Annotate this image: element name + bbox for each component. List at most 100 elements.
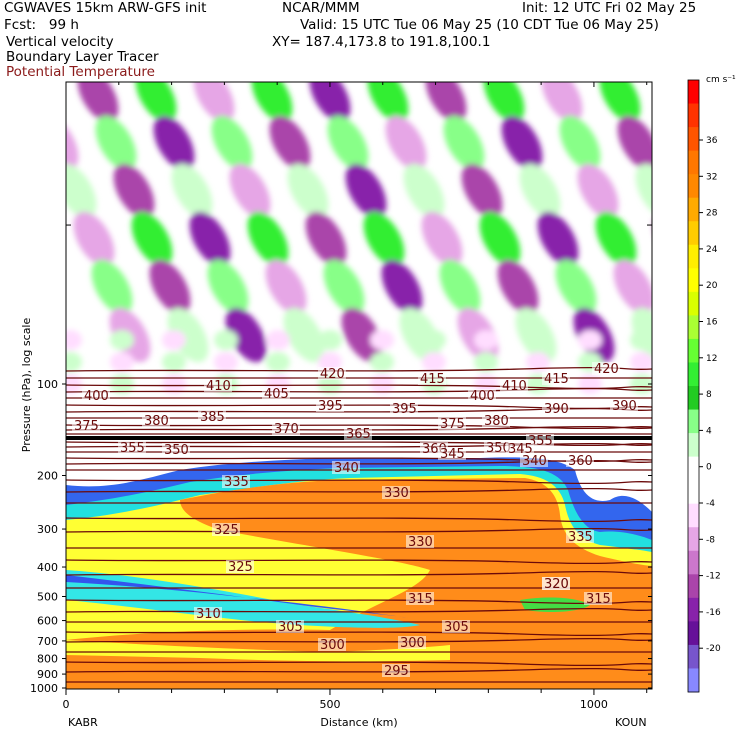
wave-cell [630, 374, 652, 394]
theta-label: 355 [528, 434, 553, 449]
wave-cell [287, 163, 329, 219]
colorbar-swatch [688, 480, 699, 505]
colorbar-tick-label: 32 [706, 172, 717, 182]
wave-cell [77, 82, 119, 123]
wave-cell [91, 259, 133, 315]
colorbar-tick-label: 28 [706, 209, 718, 219]
wave-cell [269, 115, 311, 171]
x-axis-label: Distance (km) [320, 716, 397, 729]
wave-cell [162, 352, 186, 372]
theta-label: 405 [264, 387, 289, 402]
theta-label: 295 [384, 664, 409, 679]
colorbar-tick-label: 8 [706, 390, 712, 400]
wave-cell [283, 307, 325, 363]
colorbar-swatch [688, 268, 699, 293]
low-level-yellow-band [66, 640, 450, 662]
colorbar-tick-label: -16 [706, 608, 721, 618]
wave-cell [110, 374, 134, 394]
theta-label: 410 [206, 379, 231, 394]
colorbar-swatch [688, 103, 699, 128]
theta-label: 410 [502, 379, 527, 394]
theta-label: 400 [470, 389, 495, 404]
wave-cell [66, 163, 97, 219]
theta-label: 380 [484, 414, 509, 429]
theta-label: 310 [196, 607, 221, 622]
theta-label: 395 [392, 402, 417, 417]
wave-cell [211, 115, 253, 171]
wave-cell [501, 115, 543, 171]
wave-cell [266, 330, 290, 350]
wave-cell [595, 211, 637, 267]
colorbar-swatch [688, 362, 699, 387]
y-tick-label: 800 [37, 653, 58, 666]
wave-cell [631, 307, 652, 363]
x-start-station: KABR [68, 716, 98, 729]
theta-contour [66, 559, 652, 565]
wave-cell [171, 163, 213, 219]
wave-cell [66, 352, 82, 372]
wave-cell [385, 115, 427, 171]
wave-cell [381, 259, 423, 315]
x-tick-label: 1000 [580, 698, 608, 711]
wave-cell [577, 163, 619, 219]
theta-contour [66, 487, 652, 493]
wave-cell [519, 163, 561, 219]
valid-time: Valid: 15 UTC Tue 06 May 25 (10 CDT Tue … [300, 17, 659, 33]
wave-cell [149, 259, 191, 315]
theta-label: 300 [320, 638, 345, 653]
theta-contour [66, 517, 652, 523]
wave-cell [559, 115, 601, 171]
field-potential-temperature: Potential Temperature [6, 64, 155, 80]
theta-contour [66, 425, 652, 431]
theta-contour [66, 384, 652, 390]
wave-cell [167, 307, 209, 363]
wave-cell [135, 82, 177, 123]
y-tick-label: 500 [37, 590, 58, 603]
theta-label: 385 [200, 410, 225, 425]
wave-cell [265, 259, 307, 315]
colorbar-tick-label: 12 [706, 354, 717, 364]
wave-cell [131, 211, 173, 267]
wave-cell [537, 211, 579, 267]
colorbar-swatch [688, 527, 699, 552]
theta-label: 380 [144, 414, 169, 429]
colorbar-tick-label: -12 [706, 572, 721, 582]
colorbar-swatch [688, 221, 699, 246]
wave-cell [318, 330, 342, 350]
wave-cell [443, 115, 485, 171]
wave-cell [635, 163, 652, 219]
wave-cell [225, 307, 267, 363]
heatmap-field [66, 82, 652, 689]
wave-cell [153, 115, 195, 171]
theta-label: 330 [384, 486, 409, 501]
theta-contour [66, 479, 652, 485]
wave-cell [425, 82, 467, 123]
field-boundary-layer-tracer: Boundary Layer Tracer [6, 49, 159, 65]
theta-label: 420 [594, 362, 619, 377]
theta-contour [66, 457, 652, 463]
wave-cell [578, 374, 602, 394]
wave-cell [474, 352, 498, 372]
wave-cell [229, 163, 271, 219]
colorbar-swatch [688, 291, 699, 316]
colorbar-swatch [688, 174, 699, 199]
wave-cell [305, 211, 347, 267]
plot-frame [65, 81, 653, 690]
theta-label: 415 [544, 372, 569, 387]
wave-cell [526, 352, 550, 372]
wave-cell [214, 330, 238, 350]
y-tick-label: 300 [37, 523, 58, 536]
low-level-jet-blue [66, 575, 410, 618]
wave-cell [345, 163, 387, 219]
wave-cell [193, 82, 235, 123]
theta-label: 325 [228, 560, 253, 575]
theta-contour [66, 570, 652, 576]
low-level-jet-cyan [66, 570, 420, 628]
colorbar-swatch [688, 433, 699, 458]
colorbar-tick-label: -4 [706, 499, 715, 509]
theta-contour [66, 366, 652, 372]
org-label: NCAR/MMM [282, 0, 360, 16]
wave-cell [541, 82, 583, 123]
